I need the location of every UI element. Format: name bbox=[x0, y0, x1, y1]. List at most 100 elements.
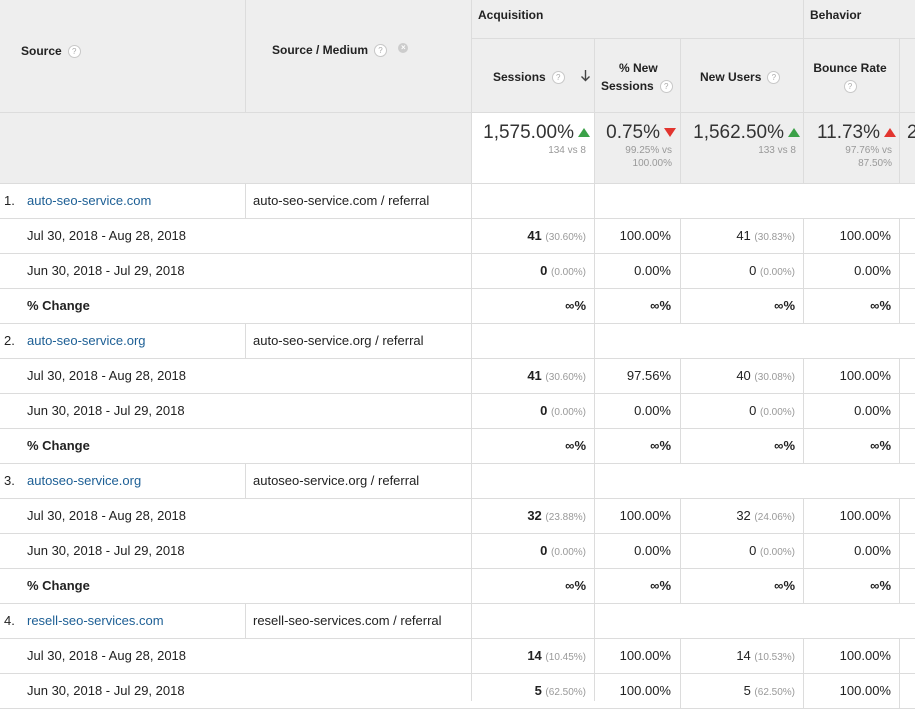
summary-sessions: 1,575.00% 134 vs 8 bbox=[472, 122, 590, 157]
help-icon[interactable]: ? bbox=[767, 71, 781, 85]
sessions-value: ∞% bbox=[565, 578, 586, 593]
col-divider bbox=[680, 498, 681, 533]
source-link[interactable]: resell-seo-services.com bbox=[27, 613, 164, 628]
new-users-value: 0 bbox=[749, 263, 757, 278]
sessions-percent: (0.00%) bbox=[550, 267, 586, 278]
summary-sessions-detail: 134 vs 8 bbox=[548, 145, 586, 156]
row-divider bbox=[0, 323, 915, 324]
new-sessions-cell: 100.00% bbox=[619, 683, 671, 698]
help-icon[interactable]: ? bbox=[374, 44, 388, 58]
bounce-rate-cell: 100.00% bbox=[839, 508, 891, 523]
sessions-cell: 0 (0.00%) bbox=[472, 263, 586, 278]
row-divider bbox=[0, 288, 915, 289]
summary-sessions-value: 1,575.00% bbox=[483, 122, 574, 143]
col-divider bbox=[245, 183, 246, 218]
summary-new-users-value: 1,562.50% bbox=[693, 122, 784, 143]
row-divider bbox=[0, 393, 915, 394]
sessions-cell: 0 (0.00%) bbox=[472, 543, 586, 558]
column-header-new-sessions[interactable]: % New Sessions? bbox=[601, 59, 676, 95]
col-divider bbox=[245, 463, 246, 498]
col-divider bbox=[680, 218, 681, 253]
row-index: 4. bbox=[4, 613, 15, 628]
col-divider bbox=[680, 288, 681, 323]
col-divider bbox=[899, 428, 900, 463]
date-range-label: Jul 30, 2018 - Aug 28, 2018 bbox=[27, 648, 187, 663]
sessions-percent: (0.00%) bbox=[550, 407, 586, 418]
col-divider bbox=[899, 218, 900, 253]
col-divider bbox=[680, 568, 681, 603]
trend-up-icon bbox=[884, 128, 896, 138]
bounce-rate-cell: 0.00% bbox=[854, 263, 891, 278]
sessions-value: 0 bbox=[540, 263, 548, 278]
sessions-value: 41 bbox=[527, 228, 542, 243]
new-users-value: 0 bbox=[749, 543, 757, 558]
source-link[interactable]: autoseo-service.org bbox=[27, 473, 142, 488]
sessions-value: 0 bbox=[540, 543, 548, 558]
new-sessions-cell: ∞% bbox=[650, 578, 671, 593]
date-range-label: Jul 30, 2018 - Aug 28, 2018 bbox=[27, 228, 187, 243]
help-icon[interactable]: ? bbox=[659, 80, 673, 94]
sessions-cell: 14 (10.45%) bbox=[472, 648, 586, 663]
col-divider bbox=[594, 38, 595, 701]
col-divider bbox=[680, 38, 681, 183]
new-users-value: ∞% bbox=[774, 578, 795, 593]
new-users-value: ∞% bbox=[774, 298, 795, 313]
summary-new-sessions: 0.75% 99.25% vs 100.00% bbox=[596, 122, 676, 170]
col-divider bbox=[899, 38, 900, 183]
col-divider bbox=[680, 638, 681, 673]
source-link[interactable]: auto-seo-service.org bbox=[27, 333, 146, 348]
bounce-rate-cell: 100.00% bbox=[839, 683, 891, 698]
source-medium-header-label: Source / Medium bbox=[272, 43, 369, 57]
new-users-cell: 14 (10.53%) bbox=[681, 648, 795, 663]
help-icon[interactable]: ? bbox=[843, 80, 857, 94]
summary-new-sessions-value: 0.75% bbox=[606, 122, 660, 143]
column-header-source[interactable]: Source? bbox=[21, 44, 81, 59]
col-divider bbox=[680, 253, 681, 288]
sessions-value: 14 bbox=[527, 648, 542, 663]
row-divider bbox=[0, 498, 915, 499]
row-divider bbox=[0, 358, 915, 359]
sort-descending-icon[interactable] bbox=[580, 69, 591, 82]
bounce-rate-cell: 100.00% bbox=[839, 228, 891, 243]
new-sessions-header-line1: % New bbox=[619, 61, 658, 75]
sessions-value: ∞% bbox=[565, 298, 586, 313]
summary-new-sessions-detail2: 100.00% bbox=[632, 158, 672, 169]
bounce-rate-cell: ∞% bbox=[870, 438, 891, 453]
col-divider bbox=[471, 0, 472, 701]
column-header-new-users[interactable]: New Users? bbox=[700, 70, 781, 85]
col-divider bbox=[899, 288, 900, 323]
bounce-rate-cell: ∞% bbox=[870, 298, 891, 313]
new-users-cell: 5 (62.50%) bbox=[681, 683, 795, 698]
sessions-percent: (30.60%) bbox=[545, 232, 586, 243]
bounce-rate-header-label: Bounce Rate bbox=[813, 61, 887, 75]
new-sessions-header-line2: Sessions bbox=[601, 79, 654, 93]
bounce-rate-cell: ∞% bbox=[870, 578, 891, 593]
new-users-cell: 0 (0.00%) bbox=[681, 403, 795, 418]
row-divider bbox=[0, 673, 915, 674]
column-header-sessions[interactable]: Sessions? bbox=[493, 70, 565, 85]
col-divider bbox=[803, 673, 804, 708]
trend-up-icon bbox=[578, 128, 590, 138]
col-divider bbox=[803, 498, 804, 533]
help-icon[interactable]: ? bbox=[551, 71, 565, 85]
new-users-percent: (10.53%) bbox=[754, 652, 795, 663]
date-range-label: Jul 30, 2018 - Aug 28, 2018 bbox=[27, 368, 187, 383]
new-users-cell: 32 (24.06%) bbox=[681, 508, 795, 523]
sessions-cell: 41 (30.60%) bbox=[472, 228, 586, 243]
row-divider bbox=[0, 428, 915, 429]
sessions-value: 5 bbox=[534, 683, 542, 698]
bounce-rate-cell: 100.00% bbox=[839, 648, 891, 663]
column-header-source-medium[interactable]: Source / Medium? × bbox=[272, 43, 409, 58]
column-header-bounce-rate[interactable]: Bounce Rate ? bbox=[812, 59, 888, 95]
row-divider bbox=[0, 463, 915, 464]
source-link[interactable]: auto-seo-service.com bbox=[27, 193, 152, 208]
sessions-percent: (23.88%) bbox=[545, 512, 586, 523]
change-label: % Change bbox=[27, 438, 90, 453]
group-behavior: Behavior bbox=[810, 8, 862, 22]
new-users-percent: (0.00%) bbox=[759, 547, 795, 558]
remove-dimension-icon[interactable]: × bbox=[398, 43, 409, 53]
new-users-percent: (24.06%) bbox=[754, 512, 795, 523]
sessions-cell: 5 (62.50%) bbox=[472, 683, 586, 698]
summary-bounce-rate-detail2: 87.50% bbox=[858, 158, 892, 169]
help-icon[interactable]: ? bbox=[67, 45, 81, 59]
